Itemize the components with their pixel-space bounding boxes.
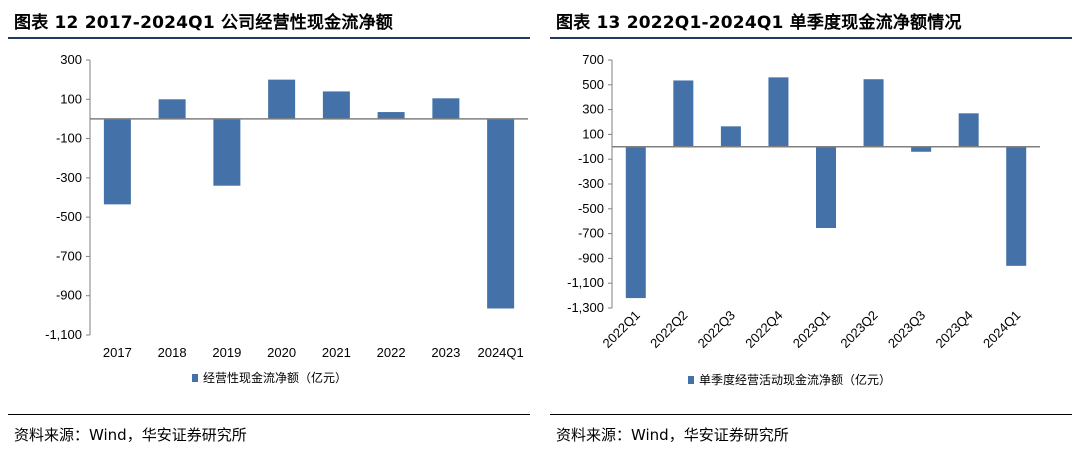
- bar-2023Q2: [863, 79, 884, 147]
- x-tick-label: 2022: [377, 345, 406, 360]
- x-tick-label: 2023Q1: [790, 308, 833, 351]
- y-tick-label: -900: [578, 250, 604, 265]
- x-tick-label: 2022Q1: [600, 308, 643, 351]
- annual-cashflow-chart: 300 100 -100 -300 -500 -700 -900 -1,100 2017 2018…: [45, 52, 528, 385]
- title-rule: [8, 37, 530, 39]
- footer-rule: [8, 414, 530, 415]
- x-tick-label: 2020: [267, 345, 296, 360]
- legend-swatch: [688, 376, 694, 384]
- y-tick-label: -100: [56, 131, 82, 146]
- y-tick-label: 700: [582, 52, 604, 67]
- y-tick-label: 100: [582, 126, 604, 141]
- bar-2023Q3: [911, 146, 932, 152]
- y-tick-label: 300: [582, 102, 604, 117]
- y-tick-label: 500: [582, 77, 604, 92]
- y-tick-label: -900: [56, 288, 82, 303]
- y-tick-label: -300: [56, 170, 82, 185]
- bar-2023Q4: [958, 113, 979, 147]
- y-tick-label: 300: [60, 52, 82, 67]
- x-tick-label: 2023: [431, 345, 460, 360]
- y-tick-label: -500: [578, 201, 604, 216]
- bar-2022: [377, 112, 405, 119]
- y-tick-label: -700: [56, 248, 82, 263]
- y-tick-label: -700: [578, 226, 604, 241]
- y-tick-label: -1,100: [567, 275, 604, 290]
- x-tick-label: 2017: [103, 345, 132, 360]
- bar-2024Q1: [1006, 146, 1027, 266]
- x-tick-label: 2024Q1: [477, 345, 523, 360]
- x-tick-label: 2019: [212, 345, 241, 360]
- bar-2023Q1: [816, 146, 836, 229]
- bar-2019: [213, 118, 241, 186]
- bar-2018: [158, 99, 186, 119]
- y-tick-label: -500: [56, 209, 82, 224]
- bar-2022Q1: [625, 146, 646, 299]
- x-tick-label: 2022Q4: [742, 308, 785, 351]
- x-tick-label: 2023Q4: [932, 308, 975, 351]
- legend-swatch: [192, 374, 198, 382]
- x-tick-label: 2021: [322, 345, 351, 360]
- source-note: 资料来源：Wind，华安证券研究所: [556, 426, 789, 444]
- y-tick-label: -1,100: [45, 327, 82, 342]
- bar-2023: [432, 98, 460, 119]
- y-tick-label: -1,300: [567, 300, 604, 315]
- x-tick-label: 2018: [158, 345, 187, 360]
- bar-2024Q1: [487, 118, 515, 309]
- figure-title: 图表 12 2017-2024Q1 公司经营性现金流净额: [14, 13, 393, 33]
- bar-2022Q3: [720, 126, 741, 147]
- quarterly-cashflow-chart: 700 500 300 100 -100 -300 -500 -700 -900 -1,100 -1…: [567, 52, 1040, 387]
- y-tick-label: -300: [578, 176, 604, 191]
- bar-2022Q4: [768, 77, 789, 147]
- x-tick-label: 2024Q1: [980, 308, 1023, 351]
- bar-2022Q2: [673, 80, 694, 147]
- chart-panel-quarterly: 图表 13 2022Q1-2024Q1 单季度现金流净额情况 700 500 300…: [550, 0, 1080, 449]
- y-tick-label: 100: [60, 91, 82, 106]
- x-tick-label: 2022Q3: [695, 308, 738, 351]
- bar-2020: [268, 79, 296, 119]
- title-rule: [550, 37, 1072, 39]
- y-tick-label: -100: [578, 151, 604, 166]
- x-tick-label: 2023Q3: [885, 308, 928, 351]
- x-tick-label: 2022Q2: [647, 308, 690, 351]
- figure-title: 图表 13 2022Q1-2024Q1 单季度现金流净额情况: [556, 13, 962, 33]
- footer-rule: [550, 414, 1072, 415]
- legend-label: 单季度经营活动现金流净额（亿元）: [699, 372, 891, 387]
- legend-label: 经营性现金流净额（亿元）: [203, 370, 347, 385]
- chart-panel-annual: 图表 12 2017-2024Q1 公司经营性现金流净额 300 100 -100 -…: [8, 0, 538, 449]
- bar-2017: [103, 118, 131, 205]
- x-tick-label: 2023Q2: [837, 308, 880, 351]
- bar-2021: [322, 91, 350, 119]
- source-note: 资料来源：Wind，华安证券研究所: [14, 426, 247, 444]
